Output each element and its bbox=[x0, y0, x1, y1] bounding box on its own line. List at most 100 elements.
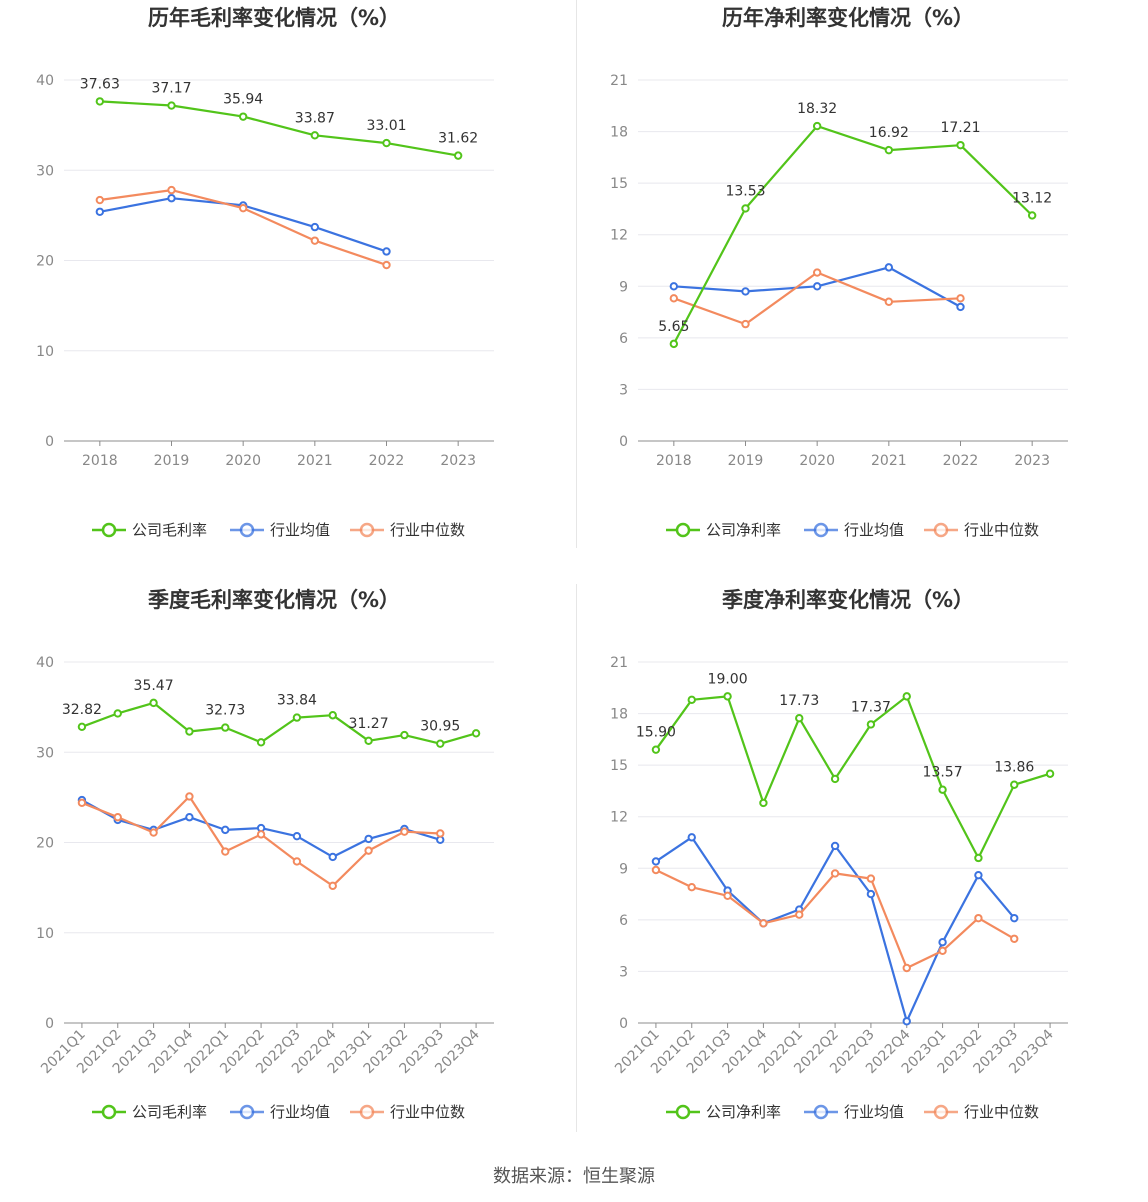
legend-label: 公司净利率 bbox=[706, 1103, 781, 1121]
y-tick-label: 9 bbox=[619, 279, 628, 295]
y-tick-label: 30 bbox=[36, 163, 54, 179]
data-point bbox=[382, 138, 391, 148]
data-point bbox=[310, 131, 320, 140]
data-point bbox=[795, 714, 804, 723]
data-point bbox=[167, 101, 176, 110]
chart-quarterly-net-margin: 季度净利率变化情况（%）0369121518212021Q12021Q22021… bbox=[610, 588, 1068, 1121]
data-point bbox=[651, 865, 661, 875]
y-tick-label: 6 bbox=[619, 913, 628, 929]
data-label: 17.73 bbox=[779, 693, 819, 709]
data-point bbox=[812, 268, 822, 277]
data-label: 13.57 bbox=[923, 765, 963, 781]
data-point bbox=[310, 236, 320, 245]
chart-annual-gross-margin: 历年毛利率变化情况（%） 0 10 20 30 40 2018 2019 2020 2021 202… bbox=[36, 6, 494, 539]
data-point bbox=[902, 692, 911, 701]
data-point bbox=[651, 857, 661, 866]
data-point bbox=[95, 195, 105, 205]
data-point bbox=[884, 145, 894, 155]
data-point bbox=[167, 185, 176, 195]
y-tick-label: 3 bbox=[619, 382, 628, 398]
y-tick-label: 20 bbox=[36, 836, 54, 852]
legend-swatch-marker bbox=[813, 522, 829, 538]
data-point bbox=[669, 339, 679, 349]
legend-swatch-marker bbox=[933, 1104, 949, 1120]
data-point bbox=[77, 798, 87, 807]
data-point bbox=[866, 720, 876, 729]
data-point bbox=[382, 260, 391, 270]
data-point bbox=[974, 853, 983, 863]
legend-label: 行业均值 bbox=[844, 521, 904, 539]
data-point bbox=[382, 247, 391, 256]
legend-swatch-marker bbox=[675, 522, 691, 538]
data-label: 32.73 bbox=[205, 703, 245, 719]
data-label: 5.65 bbox=[658, 319, 689, 335]
data-label: 37.17 bbox=[151, 81, 191, 97]
y-tick-label: 10 bbox=[36, 344, 54, 360]
data-point bbox=[669, 294, 679, 303]
x-tick-label: 2018 bbox=[656, 453, 692, 469]
data-point bbox=[238, 112, 248, 121]
data-point bbox=[400, 730, 409, 740]
data-point bbox=[956, 140, 965, 150]
chart-quarterly-gross-margin: 季度毛利率变化情况（%）0102030402021Q12021Q22021Q32… bbox=[36, 588, 494, 1121]
data-point bbox=[759, 919, 768, 928]
series-line bbox=[81, 701, 477, 745]
data-point bbox=[902, 1017, 911, 1026]
data-label: 18.32 bbox=[797, 101, 837, 117]
legend-label: 公司毛利率 bbox=[132, 1103, 207, 1121]
data-point bbox=[364, 736, 373, 745]
data-point bbox=[1010, 934, 1019, 943]
data-label: 30.95 bbox=[420, 719, 460, 735]
legend-label: 行业中位数 bbox=[390, 1103, 465, 1121]
legend-swatch-marker bbox=[101, 522, 117, 538]
data-point bbox=[221, 847, 230, 856]
data-point bbox=[328, 881, 337, 891]
data-point bbox=[741, 287, 750, 296]
data-point bbox=[795, 910, 804, 919]
y-tick-label: 0 bbox=[619, 1016, 628, 1032]
x-tick-label: 2018 bbox=[82, 453, 118, 469]
x-tick-label: 2020 bbox=[799, 453, 835, 469]
data-point bbox=[328, 711, 337, 720]
data-point bbox=[149, 828, 158, 837]
data-point bbox=[328, 852, 337, 862]
y-tick-label: 15 bbox=[610, 176, 628, 192]
legend-label: 行业均值 bbox=[844, 1103, 904, 1121]
data-label: 13.53 bbox=[725, 183, 765, 199]
chart-panel-quarterly-net: 季度净利率变化情况（%） 0 3 6 9 12 15 18 21 2021Q1 2021Q2 2021… bbox=[574, 582, 1148, 1162]
data-label: 15.90 bbox=[636, 725, 676, 741]
data-point bbox=[812, 282, 822, 291]
data-point bbox=[741, 204, 750, 213]
data-point bbox=[238, 203, 248, 213]
data-label: 13.86 bbox=[994, 760, 1034, 776]
data-point bbox=[292, 713, 302, 722]
data-label: 17.37 bbox=[851, 699, 891, 715]
chart-panel-quarterly-gross: 季度毛利率变化情况（%） 0 10 20 30 40 2021Q1 2021Q2 2021Q3 2… bbox=[0, 582, 574, 1162]
data-point bbox=[866, 889, 876, 899]
y-tick-label: 10 bbox=[36, 926, 54, 942]
y-tick-label: 9 bbox=[619, 861, 628, 877]
data-point bbox=[1045, 769, 1055, 778]
data-point bbox=[113, 709, 122, 718]
data-point bbox=[1010, 780, 1019, 789]
series-line bbox=[655, 836, 1016, 1023]
data-point bbox=[938, 785, 947, 794]
legend-swatch-marker bbox=[239, 522, 255, 538]
panel-divider bbox=[576, 0, 577, 548]
chart-title: 季度毛利率变化情况（%） bbox=[148, 588, 400, 612]
legend-label: 行业中位数 bbox=[390, 521, 465, 539]
y-tick-label: 40 bbox=[36, 73, 54, 89]
series-line bbox=[673, 271, 961, 326]
data-point bbox=[884, 263, 894, 272]
y-tick-label: 21 bbox=[610, 655, 628, 671]
data-label: 33.01 bbox=[366, 118, 406, 134]
data-label: 32.82 bbox=[62, 702, 102, 718]
data-point bbox=[221, 825, 230, 835]
data-point bbox=[1010, 913, 1019, 923]
x-tick-label: 2020 bbox=[225, 453, 261, 469]
data-point bbox=[436, 829, 445, 838]
series-line bbox=[655, 695, 1051, 860]
data-label: 37.63 bbox=[80, 76, 120, 92]
data-point bbox=[956, 294, 965, 303]
y-tick-label: 0 bbox=[619, 434, 628, 450]
